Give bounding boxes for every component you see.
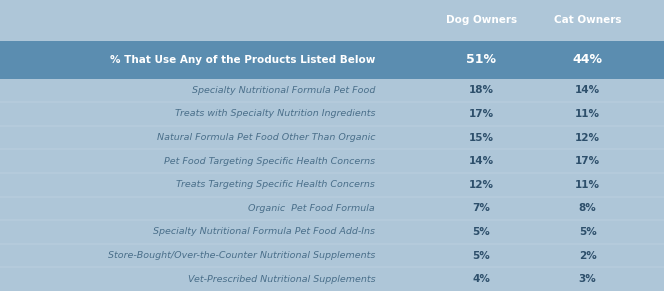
Text: 15%: 15% — [469, 133, 494, 143]
Text: 11%: 11% — [575, 180, 600, 190]
Text: 5%: 5% — [579, 227, 596, 237]
Text: Pet Food Targeting Specific Health Concerns: Pet Food Targeting Specific Health Conce… — [164, 157, 375, 166]
Text: 18%: 18% — [469, 85, 494, 95]
Text: 51%: 51% — [466, 53, 497, 66]
Text: 7%: 7% — [473, 203, 490, 213]
Text: 12%: 12% — [575, 133, 600, 143]
Text: Treats Targeting Specific Health Concerns: Treats Targeting Specific Health Concern… — [176, 180, 375, 189]
Text: Dog Owners: Dog Owners — [446, 15, 517, 24]
Text: 44%: 44% — [572, 53, 603, 66]
Text: Specialty Nutritional Formula Pet Food: Specialty Nutritional Formula Pet Food — [192, 86, 375, 95]
Text: 14%: 14% — [469, 156, 494, 166]
Text: Natural Formula Pet Food Other Than Organic: Natural Formula Pet Food Other Than Orga… — [157, 133, 375, 142]
Text: 5%: 5% — [473, 227, 490, 237]
Text: 3%: 3% — [579, 274, 596, 284]
Text: 12%: 12% — [469, 180, 494, 190]
Text: 17%: 17% — [575, 156, 600, 166]
Text: 2%: 2% — [579, 251, 596, 261]
Text: Vet-Prescribed Nutritional Supplements: Vet-Prescribed Nutritional Supplements — [187, 275, 375, 284]
Text: Specialty Nutritional Formula Pet Food Add-Ins: Specialty Nutritional Formula Pet Food A… — [153, 228, 375, 237]
FancyBboxPatch shape — [0, 41, 664, 79]
Text: 8%: 8% — [579, 203, 596, 213]
Text: Store-Bought/Over-the-Counter Nutritional Supplements: Store-Bought/Over-the-Counter Nutritiona… — [108, 251, 375, 260]
Text: Treats with Specialty Nutrition Ingredients: Treats with Specialty Nutrition Ingredie… — [175, 109, 375, 118]
Text: 4%: 4% — [473, 274, 490, 284]
Text: Cat Owners: Cat Owners — [554, 15, 622, 24]
Text: 5%: 5% — [473, 251, 490, 261]
Text: 14%: 14% — [575, 85, 600, 95]
Text: 11%: 11% — [575, 109, 600, 119]
Text: % That Use Any of the Products Listed Below: % That Use Any of the Products Listed Be… — [110, 55, 375, 65]
Text: 17%: 17% — [469, 109, 494, 119]
Text: Organic  Pet Food Formula: Organic Pet Food Formula — [248, 204, 375, 213]
